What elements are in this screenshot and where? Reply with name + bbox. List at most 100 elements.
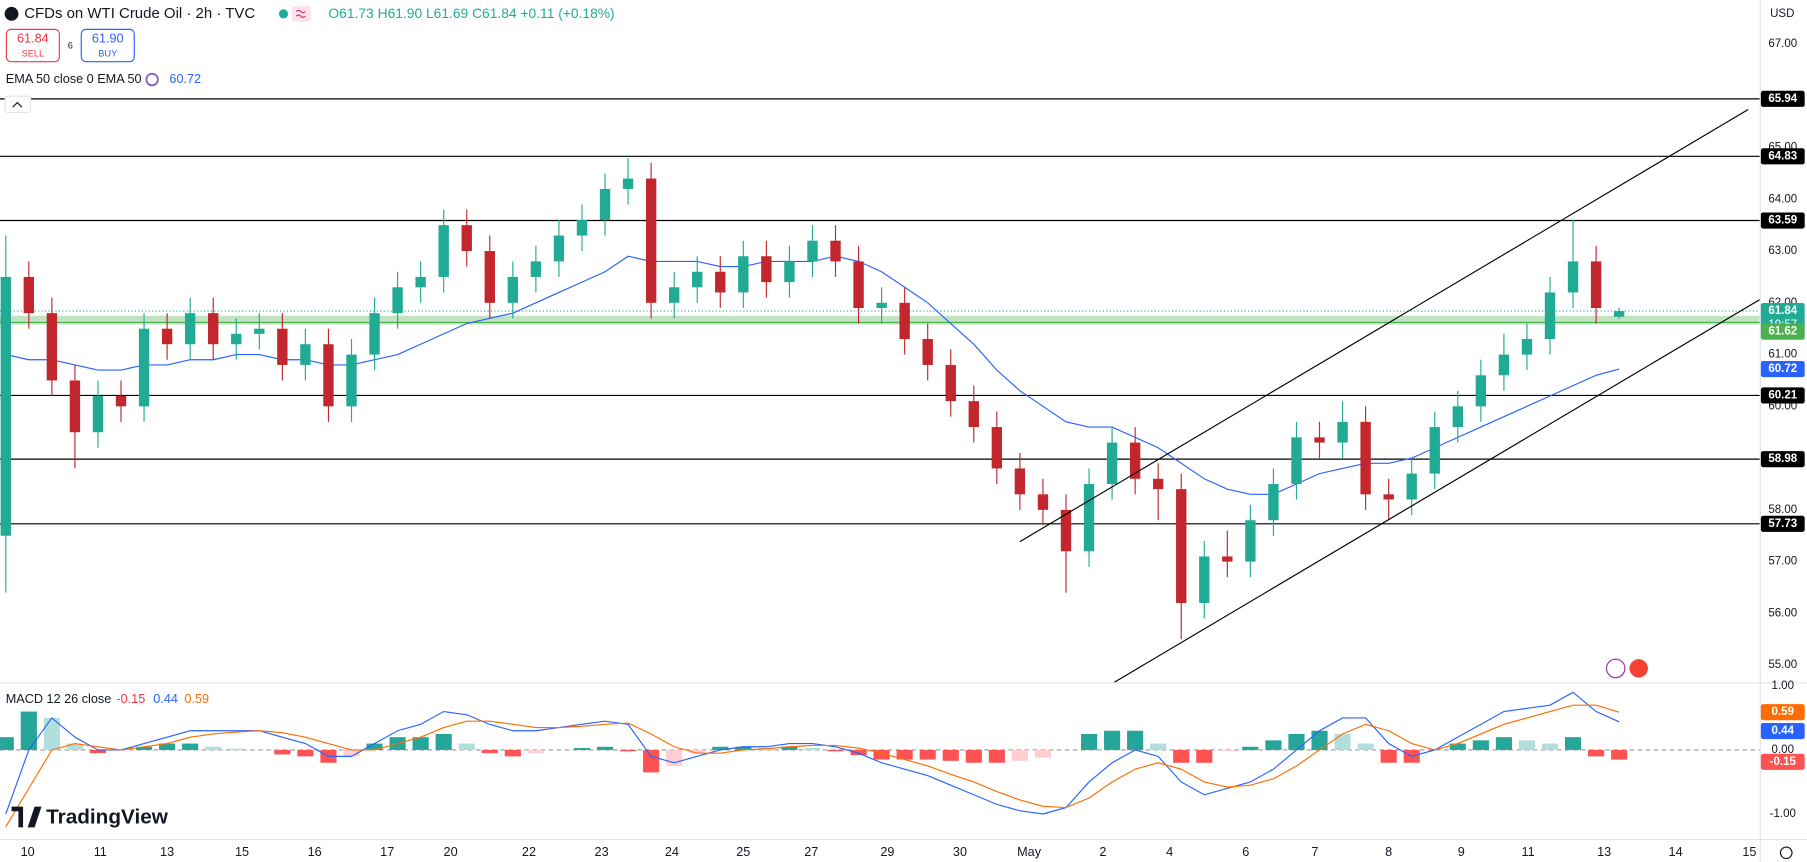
histogram-bar xyxy=(159,743,176,750)
axes: 67.0065.0064.0063.0062.0061.0060.0058.00… xyxy=(21,38,1805,859)
x-tick-label: 23 xyxy=(595,845,609,859)
histogram-bar xyxy=(205,746,222,750)
histogram-bar xyxy=(643,749,660,773)
candle-body xyxy=(784,261,795,283)
histogram-bar xyxy=(343,749,360,757)
ohlc-close: C61.84 xyxy=(472,4,517,20)
histogram-bar xyxy=(1288,733,1305,750)
histogram-bar xyxy=(1588,749,1605,757)
histogram-bar xyxy=(297,749,314,757)
candle-body xyxy=(1037,494,1049,510)
symbol-title[interactable]: CFDs on WTI Crude Oil · 2h · TVC xyxy=(24,5,255,22)
price-label-box xyxy=(1760,704,1805,721)
buy-price: 61.90 xyxy=(92,32,124,46)
candle-body xyxy=(1406,473,1417,500)
macd-legend[interactable]: MACD 12 26 close xyxy=(6,692,112,706)
candle-body xyxy=(1268,483,1279,521)
histogram-bar xyxy=(1495,737,1512,750)
candle-body xyxy=(1567,261,1579,293)
settings-icon[interactable] xyxy=(1779,846,1793,860)
candle-body xyxy=(1014,468,1026,495)
ohlc-change: +0.11 (+0.18%) xyxy=(520,4,614,20)
histogram-bar xyxy=(896,749,913,760)
candle-body xyxy=(1337,421,1348,443)
histogram-bar xyxy=(1196,749,1213,763)
histogram-bar xyxy=(89,749,107,754)
collapse-icon xyxy=(12,101,23,108)
buy-button[interactable] xyxy=(80,28,135,63)
candle-body xyxy=(1176,489,1187,604)
candle-body xyxy=(46,313,58,381)
symbol-icon xyxy=(4,6,19,21)
candle-body xyxy=(208,313,219,345)
candle-body xyxy=(830,240,841,262)
price-label: 64.83 xyxy=(1768,150,1797,162)
candle-body xyxy=(1222,556,1233,562)
y-tick-label: 64.00 xyxy=(1768,193,1797,205)
ohlc-low: L61.69 xyxy=(426,4,469,20)
sell-button[interactable] xyxy=(5,28,60,63)
candle-body xyxy=(1291,437,1302,484)
histogram-bar xyxy=(1173,749,1190,763)
histogram-bar xyxy=(0,737,14,750)
channel-upper xyxy=(1019,108,1749,543)
candle-body xyxy=(922,339,933,365)
candle-body xyxy=(184,313,196,345)
histogram-bar xyxy=(850,749,867,756)
candle-body xyxy=(1452,406,1463,428)
macd-line xyxy=(5,704,1620,828)
histogram-bar xyxy=(1564,737,1582,750)
spread: 6 xyxy=(68,41,73,51)
histogram-bar xyxy=(1104,730,1121,750)
event-icon[interactable] xyxy=(1605,658,1626,679)
ema-legend-value: 60.72 xyxy=(169,72,201,86)
candle-body xyxy=(1475,375,1487,407)
price-label: 61.62 xyxy=(1768,326,1797,338)
brand-name: TradingView xyxy=(46,806,169,829)
candle-body xyxy=(1544,292,1556,340)
flag-icon[interactable] xyxy=(1629,659,1648,678)
candle-body xyxy=(1152,478,1164,490)
candle-body xyxy=(622,178,634,189)
histogram-bar xyxy=(689,749,706,754)
candle-body xyxy=(507,276,519,303)
x-tick-label: 6 xyxy=(1242,845,1249,859)
histogram-bar xyxy=(43,717,60,750)
histogram-bar xyxy=(1334,733,1351,750)
candle-body xyxy=(1083,483,1095,552)
price-label: 63.59 xyxy=(1768,215,1797,227)
data-icon-mark xyxy=(295,9,306,18)
ema-legend[interactable]: EMA 50 close 0 EMA 50 xyxy=(6,72,142,86)
histogram-bar xyxy=(1127,730,1144,750)
candle-body xyxy=(115,395,127,407)
candle-body xyxy=(23,276,35,314)
histogram-bar xyxy=(1011,749,1028,761)
price-label: 0.59 xyxy=(1772,706,1794,718)
price-label-box xyxy=(1760,515,1805,532)
candle-body xyxy=(161,328,173,345)
x-tick-label: 27 xyxy=(804,845,818,859)
ohlc-high: H61.90 xyxy=(378,4,423,20)
currency[interactable]: USD xyxy=(1770,8,1794,20)
candle-body xyxy=(69,380,81,433)
histogram-bar xyxy=(804,748,821,750)
candle-body xyxy=(761,256,772,283)
candle-body xyxy=(1383,494,1394,500)
candle-body xyxy=(1199,556,1210,604)
price-label-box xyxy=(1760,722,1805,740)
x-tick-label: 13 xyxy=(1597,845,1611,859)
y-tick-label: 63.00 xyxy=(1768,245,1797,257)
candle-body xyxy=(300,344,311,365)
price-pane xyxy=(0,98,1760,640)
candle-body xyxy=(692,271,703,288)
price-label: 0.44 xyxy=(1772,725,1795,737)
candle-body xyxy=(323,344,334,407)
histogram-bar xyxy=(573,748,591,750)
histogram-bar xyxy=(1311,730,1328,750)
histogram-bar xyxy=(1472,740,1489,750)
candle-body xyxy=(576,219,588,236)
y-tick-label: 58.00 xyxy=(1768,504,1797,516)
histogram-bar xyxy=(965,749,982,763)
collapse-button[interactable] xyxy=(4,95,32,113)
